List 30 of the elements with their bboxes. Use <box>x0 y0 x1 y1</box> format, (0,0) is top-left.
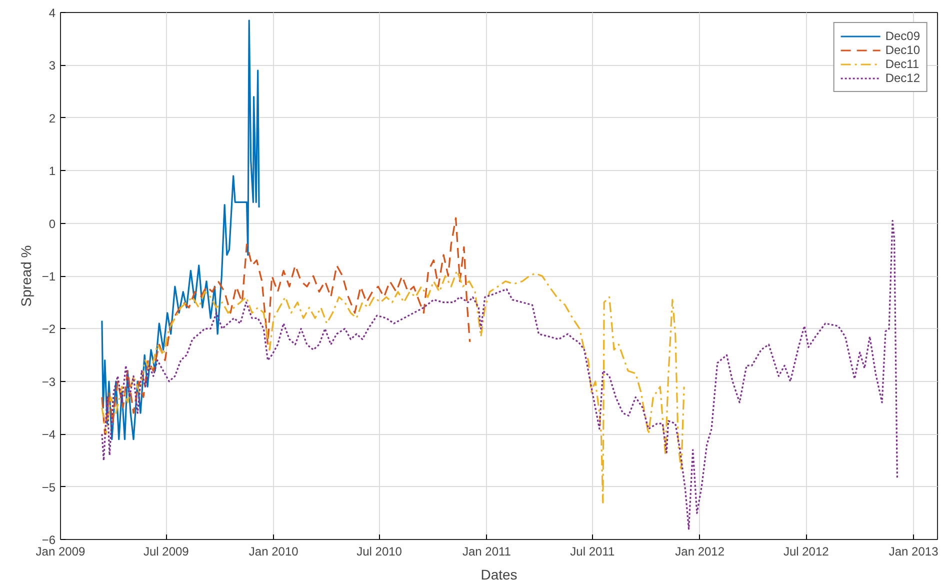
x-tick-label: Jan 2013 <box>888 544 939 558</box>
legend-label: Dec12 <box>885 71 920 85</box>
y-tick-label: 3 <box>48 58 56 73</box>
y-tick-label: −4 <box>42 428 56 442</box>
line-series <box>101 20 260 440</box>
y-tick-label: 1 <box>48 164 56 178</box>
y-tick-label: −1 <box>42 270 56 284</box>
x-axis-title: Dates <box>480 566 518 582</box>
y-tick-label: −6 <box>42 533 56 547</box>
legend-label: Dec10 <box>885 43 920 57</box>
y-tick-label: −2 <box>42 322 56 336</box>
y-tick-label: −5 <box>42 480 56 494</box>
x-tick-label: Jul 2011 <box>570 544 615 558</box>
y-tick-label: 4 <box>48 6 56 20</box>
x-tick-label: Jul 2009 <box>144 544 190 558</box>
legend-label: Dec09 <box>885 29 920 43</box>
line-series <box>101 270 685 504</box>
line-series <box>101 217 471 435</box>
y-axis-title: Spread % <box>18 245 34 307</box>
y-tick-label: 2 <box>48 111 56 126</box>
line-series <box>101 220 898 530</box>
x-tick-label: Jul 2010 <box>356 544 402 558</box>
x-tick-label: Jan 2010 <box>248 544 299 558</box>
x-tick-label: Jul 2012 <box>783 544 830 558</box>
y-tick-label: −3 <box>42 374 56 389</box>
x-tick-label: Jan 2011 <box>462 544 512 558</box>
legend-label: Dec11 <box>885 57 920 71</box>
x-tick-label: Jan 2009 <box>36 544 86 558</box>
x-tick-label: Jan 2012 <box>675 544 725 558</box>
y-tick-label: 0 <box>48 216 56 231</box>
